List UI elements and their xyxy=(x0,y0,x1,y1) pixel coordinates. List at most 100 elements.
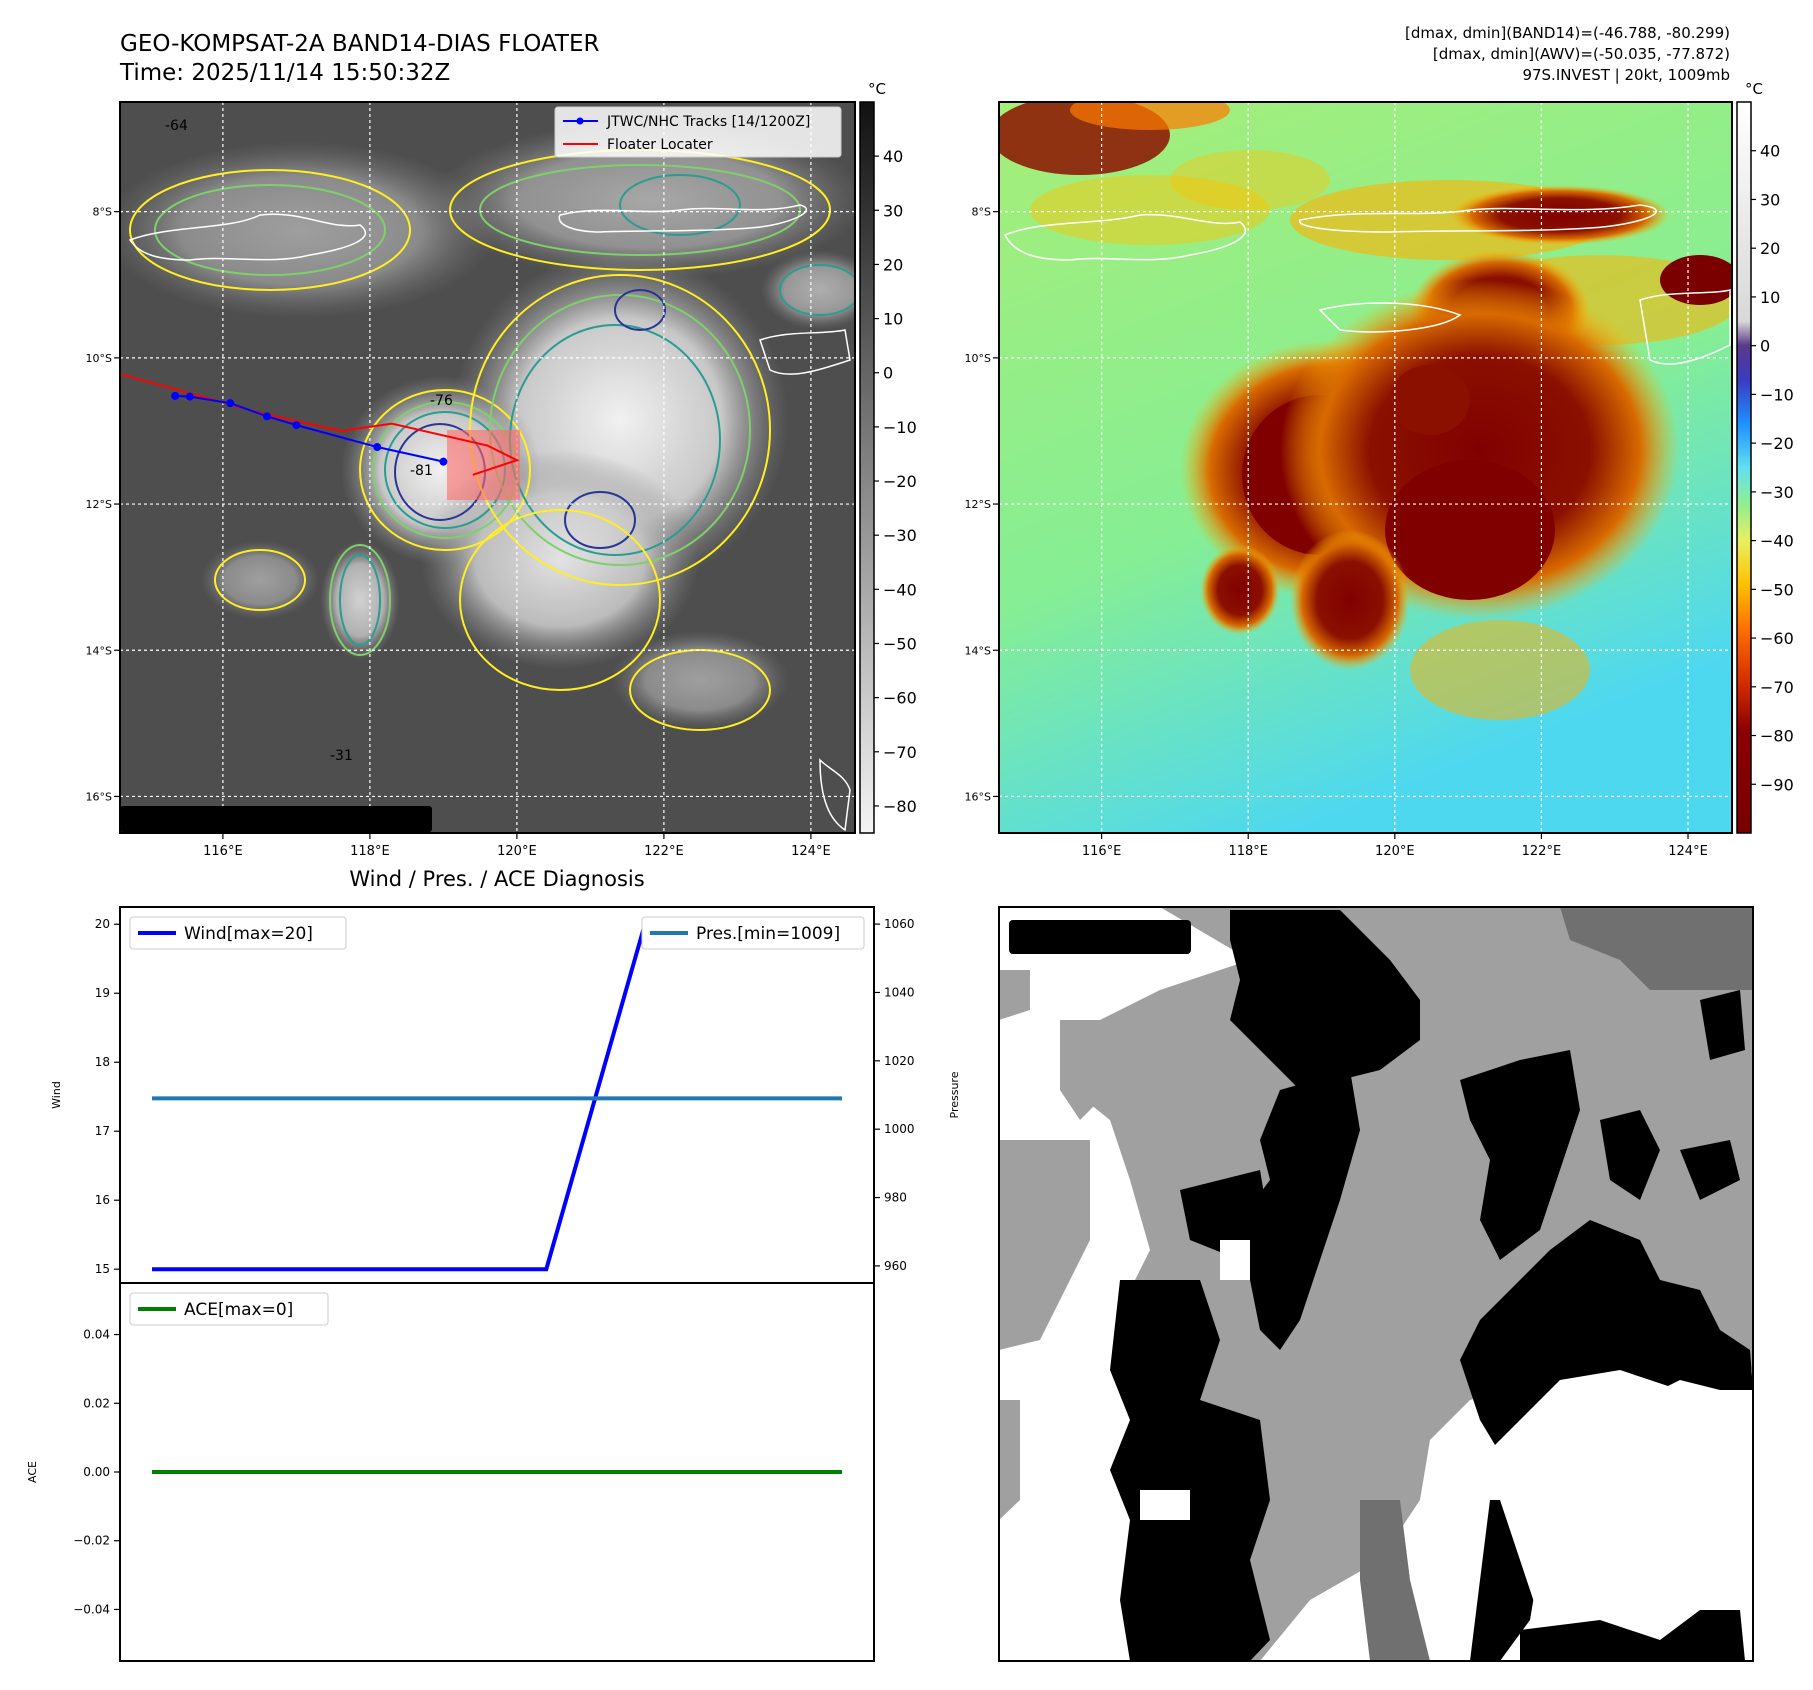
diagnosis-title: Wind / Pres. / ACE Diagnosis xyxy=(349,867,644,891)
ir-lat-label: 12°S xyxy=(86,498,112,511)
pressure-legend-box xyxy=(641,916,865,950)
ir-map-frame xyxy=(119,101,856,834)
floater-box xyxy=(447,430,520,500)
pressure-ytick-label: 960 xyxy=(884,1259,907,1273)
legend-tracks-label: JTWC/NHC Tracks [14/1200Z] xyxy=(606,114,810,130)
contour-label-64: -64 xyxy=(165,118,188,134)
ir-map-panel: -64 -76 -31 -81 JTWC/NHC Tracks [14/1200… xyxy=(86,101,856,859)
ir-coastlines xyxy=(128,204,851,832)
color-colorbar-tick-label: 10 xyxy=(1760,288,1780,307)
ir-gridlines xyxy=(120,102,855,833)
pressure-ytick-label: 1060 xyxy=(884,917,915,931)
gray-colorbar: °C 40 30 20 10 0 −10 −20 −30 −40 −50 −60 −70 −80 xyxy=(859,80,917,834)
gray-colorbar-tick-label: 20 xyxy=(883,255,903,274)
copyright-box xyxy=(120,806,432,832)
gray-colorbar-bar xyxy=(859,101,875,834)
color-colorbar-bar xyxy=(1736,101,1752,834)
info-storm-summary: 97S.INVEST | 20kt, 1009mb xyxy=(1522,66,1730,84)
color-colorbar-tick-label: 30 xyxy=(1760,190,1780,209)
color-colorbar-tick-label: −70 xyxy=(1760,678,1794,697)
awv-lat-label: 12°S xyxy=(965,498,991,511)
wind-chart-frame xyxy=(119,906,875,1284)
ir-lat-label: 14°S xyxy=(86,644,112,657)
color-colorbar-tick-label: −10 xyxy=(1760,385,1794,404)
awv-cold-field xyxy=(999,102,1732,720)
awv-lon-label: 122°E xyxy=(1522,844,1562,859)
wind-ytick-label: 18 xyxy=(95,1055,110,1069)
awv-gridlines xyxy=(999,102,1732,833)
wind-legend-box xyxy=(129,916,347,950)
wind-ytick-label: 16 xyxy=(95,1193,110,1207)
awv-map-frame xyxy=(998,101,1733,834)
ir-lat-label: 8°S xyxy=(93,206,112,219)
gray-colorbar-tick-label: −20 xyxy=(883,472,917,491)
color-colorbar-unit: °C xyxy=(1745,80,1763,98)
awv-lat-label: 14°S xyxy=(965,644,991,657)
wind-pressure-chart: 15 16 17 18 19 20 960 980 1000 1020 1040 1060 Wind Pr… xyxy=(50,906,961,1284)
jtwc-track-point xyxy=(171,391,180,400)
wind-ytick-label: 15 xyxy=(95,1262,110,1276)
jtwc-track-point xyxy=(292,421,301,430)
gray-colorbar-tick-label: 10 xyxy=(883,310,903,329)
contour-label-76: -76 xyxy=(430,393,453,409)
ir-lon-label: 122°E xyxy=(644,844,684,859)
ace-chart: 0.04 0.02 0.00 −0.02 −0.04 ACE ACE[max=0] xyxy=(26,1282,875,1662)
ir-lat-label: 10°S xyxy=(86,352,112,365)
wmg-black-regions xyxy=(1110,910,1753,1661)
wind-legend-label: Wind[max=20] xyxy=(184,924,313,944)
info-band14-range: [dmax, dmin](BAND14)=(-46.788, -80.299) xyxy=(1405,24,1730,42)
color-colorbar-tick-label: −30 xyxy=(1760,483,1794,502)
awv-lat-label: 16°S xyxy=(965,790,991,803)
gray-colorbar-tick-label: 40 xyxy=(883,147,903,166)
copyright-text: Copyright © 2020-2025 Dapiya xyxy=(125,810,404,829)
color-colorbar-tick-label: −20 xyxy=(1760,434,1794,453)
ir-lon-label: 120°E xyxy=(497,844,537,859)
ace-legend-label: ACE[max=0] xyxy=(184,1300,293,1320)
figure-title: GEO-KOMPSAT-2A BAND14-DIAS FLOATER xyxy=(120,31,600,57)
ace-ytick-label: 0.00 xyxy=(83,1465,110,1479)
figure-time: Time: 2025/11/14 15:50:32Z xyxy=(119,60,450,86)
jtwc-track-point xyxy=(373,443,382,452)
color-colorbar-tick-label: −60 xyxy=(1760,629,1794,648)
legend-floater-label: Floater Locater xyxy=(607,137,713,153)
gray-colorbar-tick-label: −30 xyxy=(883,526,917,545)
awv-lat-label: 10°S xyxy=(965,352,991,365)
ir-lon-label: 116°E xyxy=(203,844,243,859)
jtwc-track-point xyxy=(226,399,235,408)
awv-lon-label: 118°E xyxy=(1228,844,1268,859)
color-colorbar-tick-label: −80 xyxy=(1760,727,1794,746)
gray-colorbar-tick-label: 0 xyxy=(883,364,893,383)
gray-colorbar-tick-label: −70 xyxy=(883,743,917,762)
track-layer xyxy=(119,372,520,476)
wind-ytick-label: 20 xyxy=(95,917,110,931)
ir-lon-label: 124°E xyxy=(791,844,831,859)
wind-ytick-label: 17 xyxy=(95,1124,110,1138)
wmg-frame xyxy=(998,906,1754,1662)
ir-map-axes: 116°E 118°E 120°E 122°E 124°E 8°S 10°S 12°S 14°S… xyxy=(86,206,831,859)
pressure-legend-label: Pres.[min=1009] xyxy=(696,924,840,944)
ace-ytick-label: −0.02 xyxy=(73,1534,110,1548)
color-colorbar: °C 40 30 20 10 0 −10 −20 −30 −40 −50 −60 −70 −80 −90 xyxy=(1736,80,1794,834)
ir-lon-label: 118°E xyxy=(350,844,390,859)
ir-lat-label: 16°S xyxy=(86,790,112,803)
color-colorbar-tick-label: 40 xyxy=(1760,142,1780,161)
gray-colorbar-tick-label: −80 xyxy=(883,797,917,816)
contour-label-81: -81 xyxy=(410,463,433,479)
wmg-panel: WMG Count: 0 xyxy=(998,906,1754,1662)
color-colorbar-tick-label: −50 xyxy=(1760,580,1794,599)
awv-coastlines xyxy=(1003,204,1731,365)
pressure-ylabel: Pressure xyxy=(948,1071,961,1118)
awv-lon-label: 124°E xyxy=(1668,844,1708,859)
awv-lon-label: 120°E xyxy=(1375,844,1415,859)
ace-ytick-label: −0.04 xyxy=(73,1602,110,1616)
gray-colorbar-unit: °C xyxy=(868,80,886,98)
awv-lat-label: 8°S xyxy=(972,206,991,219)
jtwc-track-point xyxy=(439,457,448,466)
gray-colorbar-tick-label: 30 xyxy=(883,201,903,220)
color-colorbar-tick-label: −90 xyxy=(1760,775,1794,794)
ace-ylabel: ACE xyxy=(26,1461,39,1483)
wind-ylabel: Wind xyxy=(50,1081,63,1109)
map-legend: JTWC/NHC Tracks [14/1200Z] Floater Locat… xyxy=(554,106,842,158)
ace-legend-box xyxy=(129,1292,329,1326)
